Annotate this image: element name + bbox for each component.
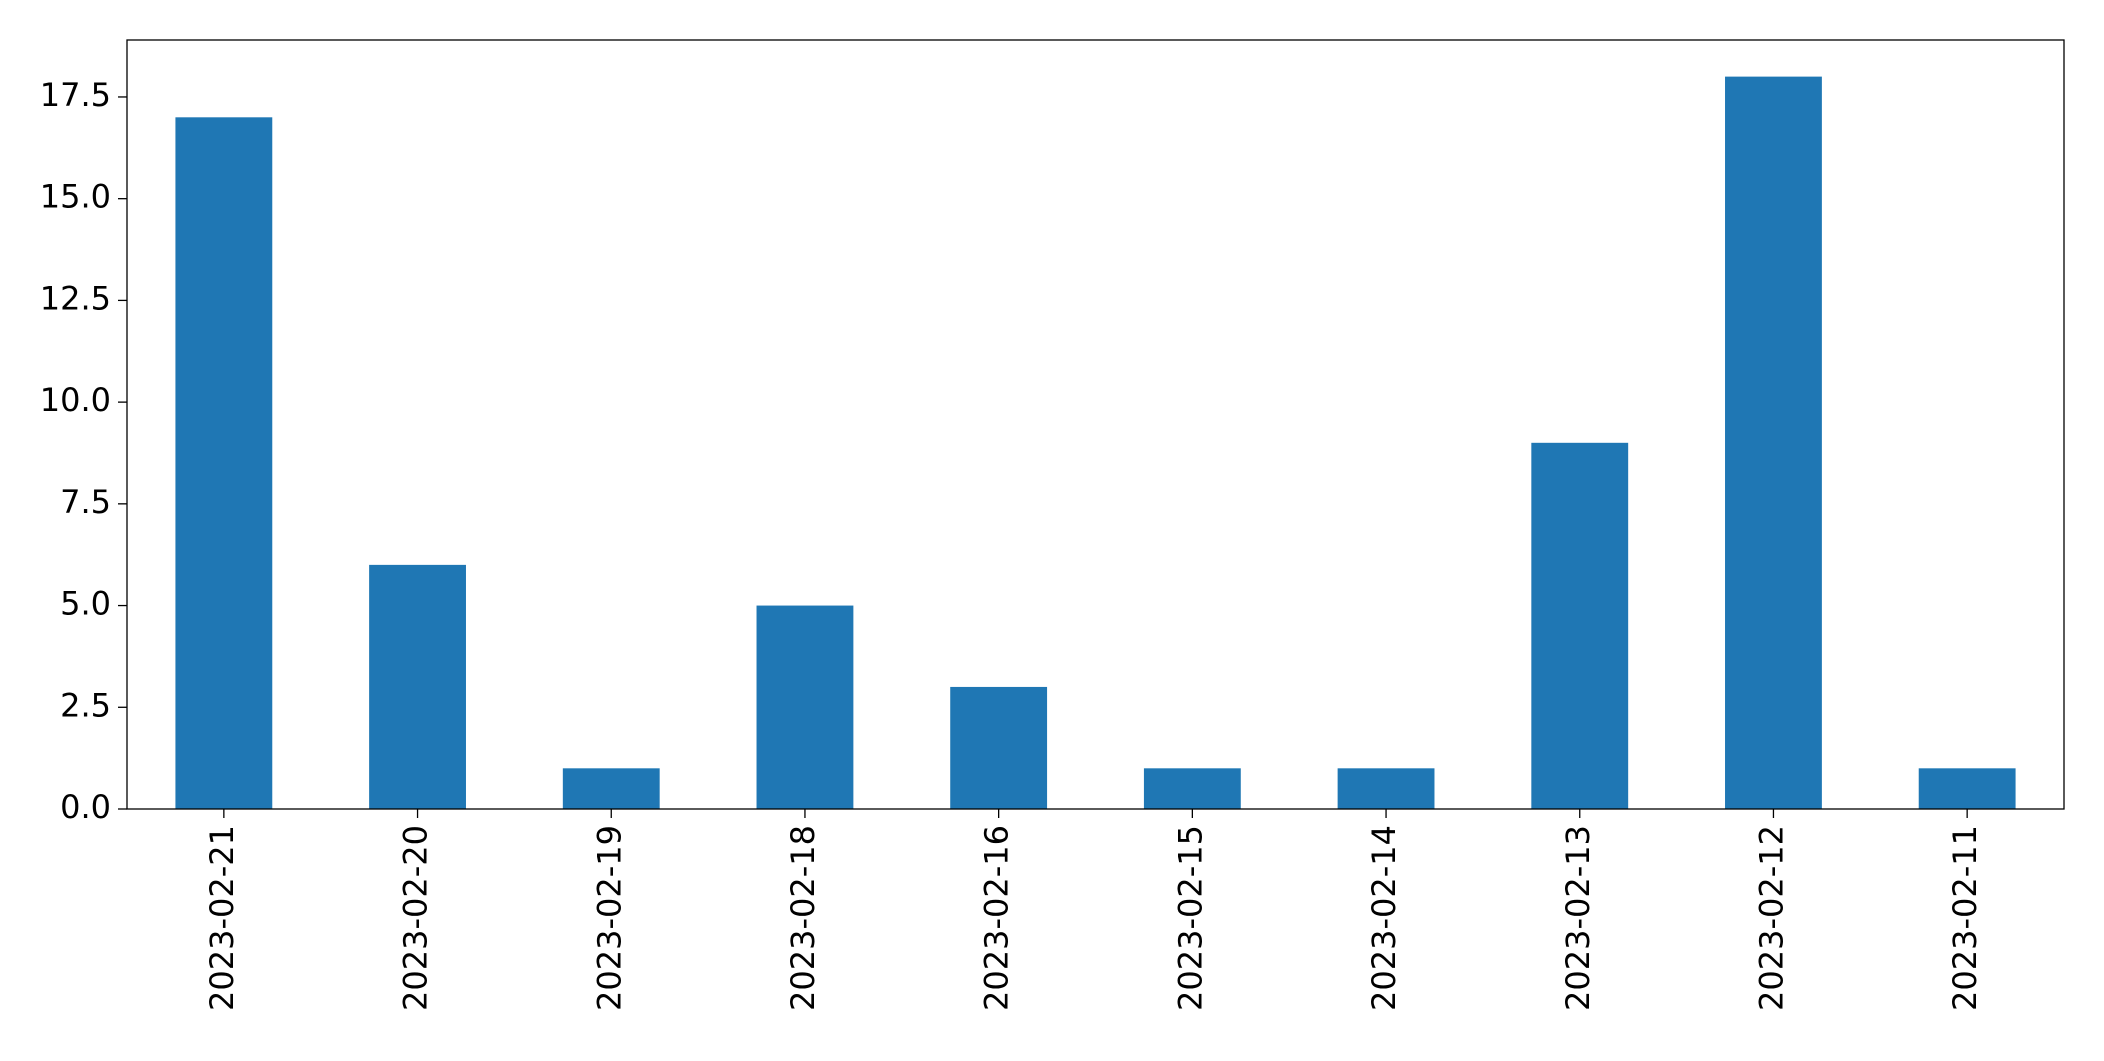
bar (1337, 768, 1435, 809)
axes-frame (126, 39, 2065, 810)
bar (756, 605, 854, 809)
x-tick-label: 2023-02-13 (1559, 825, 1597, 1011)
y-tick-label: 7.5 (60, 483, 111, 521)
y-tick-label: 15.0 (40, 178, 111, 216)
bar (562, 768, 660, 809)
y-tick-label: 17.5 (40, 76, 111, 114)
bar (1725, 76, 1822, 810)
bar (950, 686, 1048, 809)
y-tick-label: 0.0 (60, 788, 111, 826)
x-tick-label: 2023-02-16 (978, 825, 1016, 1011)
bar (175, 117, 273, 809)
y-tick-label: 5.0 (60, 585, 111, 623)
y-tick-label: 2.5 (60, 686, 111, 724)
bar (369, 564, 466, 809)
bar (1918, 768, 2016, 809)
y-tick-label: 10.0 (40, 381, 111, 419)
y-tick-label: 12.5 (40, 279, 111, 317)
x-tick-label: 2023-02-19 (590, 825, 628, 1011)
x-tick-label: 2023-02-11 (1946, 825, 1984, 1011)
x-tick-label: 2023-02-15 (1171, 825, 1209, 1011)
x-tick-label: 2023-02-20 (397, 825, 435, 1011)
bar (1143, 768, 1241, 809)
x-tick-label: 2023-02-18 (784, 825, 822, 1011)
x-tick-label: 2023-02-21 (203, 825, 241, 1011)
x-tick-label: 2023-02-14 (1365, 825, 1403, 1011)
bar (1531, 442, 1629, 809)
x-tick-label: 2023-02-12 (1752, 825, 1790, 1011)
